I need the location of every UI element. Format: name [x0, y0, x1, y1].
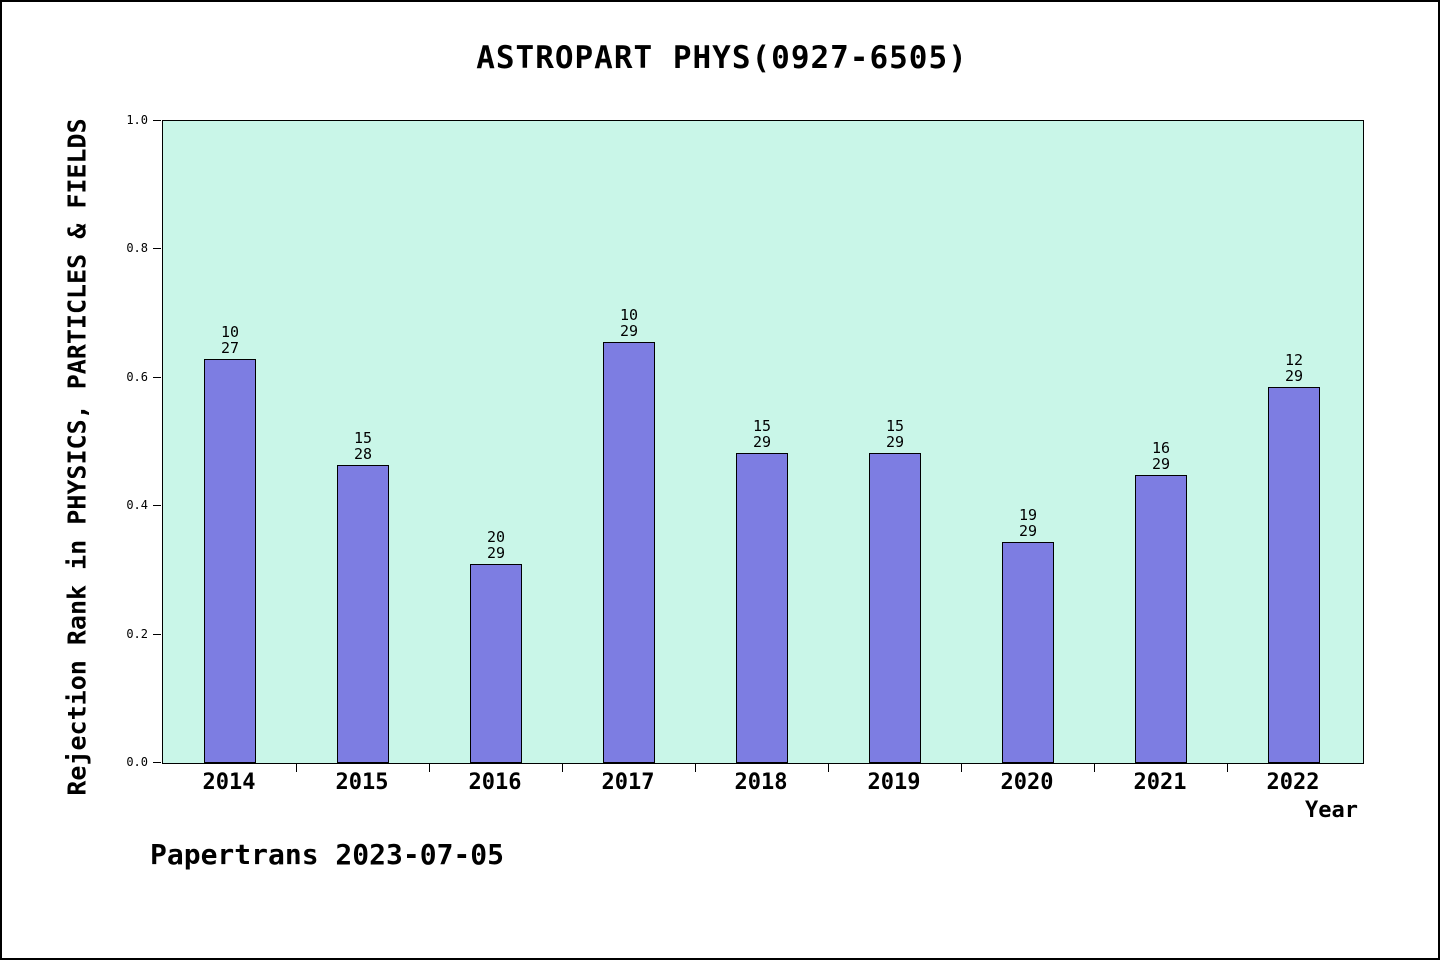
bar — [1002, 542, 1054, 763]
y-tick-label: 0.4 — [126, 498, 148, 512]
bar-label-denominator: 29 — [1151, 455, 1171, 473]
y-axis-label: Rejection Rank in PHYSICS, PARTICLES & F… — [62, 118, 92, 796]
plot-area: 10 27 15 28 20 29 10 29 15 29 15 29 19 29 16 29 12 29 — [162, 120, 1364, 764]
y-tick — [153, 248, 161, 249]
y-tick — [153, 634, 161, 635]
bar-value-label: 10 29 — [620, 307, 638, 339]
bar — [1135, 475, 1187, 763]
chart-title: ASTROPART PHYS(0927-6505) — [476, 40, 968, 76]
x-minor-tick — [827, 764, 829, 772]
bar-label-denominator: 29 — [486, 544, 506, 562]
bar-value-label: 20 29 — [487, 529, 505, 561]
y-tick-label: 0.8 — [126, 241, 148, 255]
y-tick — [153, 505, 161, 506]
x-minor-tick — [694, 764, 696, 772]
bar-label-numerator: 15 — [353, 429, 373, 447]
x-tick-label: 2021 — [1133, 770, 1187, 795]
x-axis-label: Year — [1305, 798, 1358, 823]
x-tick-label: 2017 — [601, 770, 655, 795]
bar-value-label: 10 27 — [221, 324, 239, 356]
bar — [204, 359, 256, 763]
x-minor-tick — [960, 764, 962, 772]
x-minor-tick — [1093, 764, 1095, 772]
x-tick-label: 2019 — [867, 770, 921, 795]
bar-label-denominator: 29 — [619, 322, 639, 340]
x-tick-label: 2015 — [335, 770, 389, 795]
bar-value-label: 19 29 — [1019, 507, 1037, 539]
bar-label-denominator: 29 — [885, 433, 905, 451]
bar-value-label: 16 29 — [1152, 440, 1170, 472]
bar-label-numerator: 10 — [619, 306, 639, 324]
x-tick-label: 2014 — [202, 770, 256, 795]
bar-label-numerator: 16 — [1151, 439, 1171, 457]
bar — [736, 453, 788, 763]
x-minor-tick — [295, 764, 297, 772]
bar-label-numerator: 15 — [752, 417, 772, 435]
bar-label-denominator: 29 — [752, 433, 772, 451]
bar — [337, 465, 389, 763]
x-tick-label: 2018 — [734, 770, 788, 795]
bar-label-numerator: 20 — [486, 528, 506, 546]
x-minor-tick — [428, 764, 430, 772]
x-minor-tick — [1226, 764, 1228, 772]
bar — [470, 564, 522, 763]
bar-label-denominator: 29 — [1284, 367, 1304, 385]
y-tick-label: 0.2 — [126, 627, 148, 641]
y-tick — [153, 120, 161, 121]
y-tick-label: 0.0 — [126, 755, 148, 769]
bar-value-label: 15 29 — [886, 418, 904, 450]
bar-label-numerator: 19 — [1018, 506, 1038, 524]
x-minor-tick — [561, 764, 563, 772]
bar-label-numerator: 12 — [1284, 351, 1304, 369]
x-tick-label: 2016 — [468, 770, 522, 795]
y-tick — [153, 762, 161, 763]
y-tick — [153, 377, 161, 378]
bar-label-denominator: 27 — [220, 339, 240, 357]
bar-value-label: 12 29 — [1285, 352, 1303, 384]
x-tick-label: 2020 — [1000, 770, 1054, 795]
y-tick-label: 1.0 — [126, 113, 148, 127]
bar-value-label: 15 29 — [753, 418, 771, 450]
bar-label-numerator: 10 — [220, 323, 240, 341]
bar-label-numerator: 15 — [885, 417, 905, 435]
footer-note: Papertrans 2023-07-05 — [150, 838, 505, 871]
bar — [603, 342, 655, 763]
y-tick-label: 0.6 — [126, 370, 148, 384]
bar — [869, 453, 921, 763]
bar-label-denominator: 28 — [353, 445, 373, 463]
bar — [1268, 387, 1320, 763]
bar-label-denominator: 29 — [1018, 522, 1038, 540]
x-tick-label: 2022 — [1266, 770, 1320, 795]
bar-value-label: 15 28 — [354, 430, 372, 462]
